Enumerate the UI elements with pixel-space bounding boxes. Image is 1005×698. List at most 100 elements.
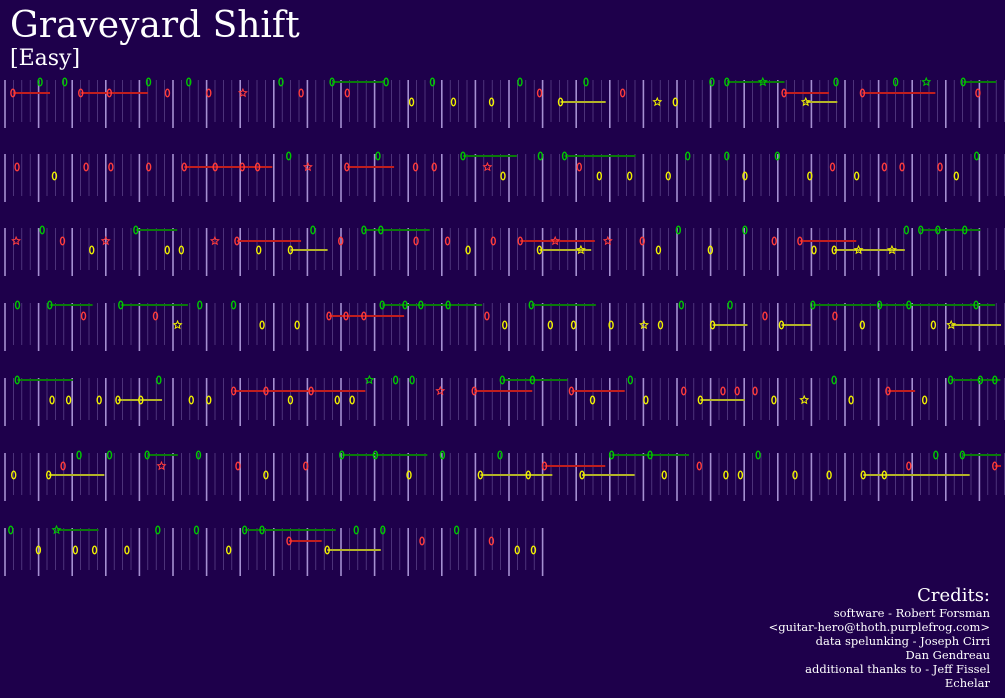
note-gem: [10, 88, 16, 98]
note-gem: [665, 171, 671, 181]
note-gem: [375, 151, 381, 161]
note-gem: [657, 320, 664, 330]
note-gem: [239, 162, 245, 172]
star-icon: [757, 76, 768, 87]
note-gem: [91, 545, 98, 555]
note-gem: [530, 545, 537, 555]
note-gem: [937, 162, 943, 172]
note-gem: [408, 97, 415, 107]
note-gem: [108, 162, 114, 172]
note-gem: [278, 77, 284, 87]
star-icon: [639, 319, 650, 330]
note-gem: [762, 311, 768, 321]
note-gem: [848, 395, 854, 405]
note-gem: [256, 245, 262, 255]
note-gem: [35, 545, 42, 555]
note-gem: [906, 300, 912, 310]
note-gem: [310, 225, 316, 235]
credit-line: <guitar-hero@thoth.purplefrog.com>: [768, 620, 990, 634]
note-gem: [234, 236, 240, 246]
note-gem: [536, 245, 543, 255]
note-gem: [379, 300, 385, 310]
note-gem: [263, 386, 269, 396]
note-gem: [499, 375, 506, 385]
note-gem: [37, 77, 43, 87]
note-gem: [298, 88, 304, 98]
note-gem: [778, 320, 785, 330]
credit-line: Echelar: [944, 676, 990, 690]
note-gem: [259, 320, 265, 330]
note-gem: [118, 300, 124, 310]
note-gem: [947, 375, 954, 385]
note-gem: [831, 375, 837, 385]
note-gem: [885, 386, 891, 396]
note-gem: [906, 461, 912, 471]
note-gem: [324, 545, 330, 555]
note-gem: [326, 311, 332, 321]
note-gem: [392, 375, 399, 385]
note-gem: [742, 171, 748, 181]
note-gem: [833, 77, 839, 87]
note-gem: [514, 545, 520, 555]
note-gem: [115, 395, 121, 405]
note-gem: [921, 395, 928, 405]
note-gem: [178, 245, 185, 255]
note-gem: [596, 171, 603, 181]
note-gem: [557, 97, 564, 107]
note-gem: [737, 470, 744, 480]
note-gem: [488, 97, 495, 107]
note-gem: [829, 162, 836, 172]
note-gem: [959, 450, 966, 460]
note-gem: [583, 77, 589, 87]
star-icon: [602, 235, 613, 246]
note-gem: [460, 151, 466, 161]
note-gem: [570, 320, 577, 330]
star-icon: [100, 235, 111, 246]
note-gem: [709, 77, 715, 87]
note-gem: [14, 300, 21, 310]
note-gem: [62, 77, 68, 87]
credits-heading: Credits:: [917, 585, 990, 606]
note-gem: [859, 88, 866, 98]
note-gem: [106, 450, 113, 460]
note-gem: [343, 311, 349, 321]
note-gem: [83, 162, 89, 172]
note-gem: [608, 450, 615, 460]
star-icon: [575, 244, 586, 255]
star-icon: [11, 235, 22, 246]
note-gem: [60, 461, 66, 471]
note-gem: [145, 77, 152, 87]
note-gem: [8, 525, 14, 535]
note-gem: [339, 450, 345, 460]
credits-block: Credits: software - Robert Forsman <guit…: [768, 585, 990, 691]
note-gem: [59, 236, 66, 246]
note-gem: [89, 245, 95, 255]
credit-line: Dan Gendreau: [905, 648, 990, 662]
note-gem: [807, 171, 813, 181]
star-icon: [800, 96, 811, 107]
note-gem: [727, 300, 733, 310]
note-gem: [471, 386, 477, 396]
note-gem: [225, 545, 232, 555]
note-gem: [500, 171, 506, 181]
note-gem: [412, 162, 419, 172]
note-gem: [547, 320, 554, 330]
note-gem: [80, 311, 87, 321]
note-gem: [164, 88, 171, 98]
note-gem: [409, 375, 415, 385]
note-gem: [536, 88, 543, 98]
note-gem: [344, 162, 350, 172]
note-gem: [450, 97, 457, 107]
note-gem: [627, 375, 634, 385]
note-gem: [76, 450, 82, 460]
note-gem: [720, 386, 726, 396]
note-gem: [429, 77, 436, 87]
note-gem: [576, 162, 583, 172]
note-gem: [294, 320, 300, 330]
note-gem: [133, 225, 139, 235]
note-gem: [517, 77, 523, 87]
note-gem: [254, 162, 261, 172]
note-gem: [431, 162, 437, 172]
note-gem: [39, 225, 45, 235]
note-gem: [960, 77, 966, 87]
